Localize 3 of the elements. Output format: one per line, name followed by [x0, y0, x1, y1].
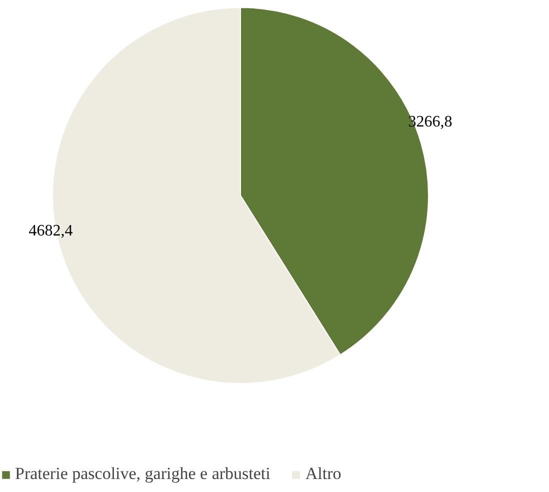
legend-label: Praterie pascolive, garighe e arbusteti: [15, 464, 270, 484]
legend-label: Altro: [305, 464, 342, 484]
data-label: 4682,4: [28, 222, 73, 240]
